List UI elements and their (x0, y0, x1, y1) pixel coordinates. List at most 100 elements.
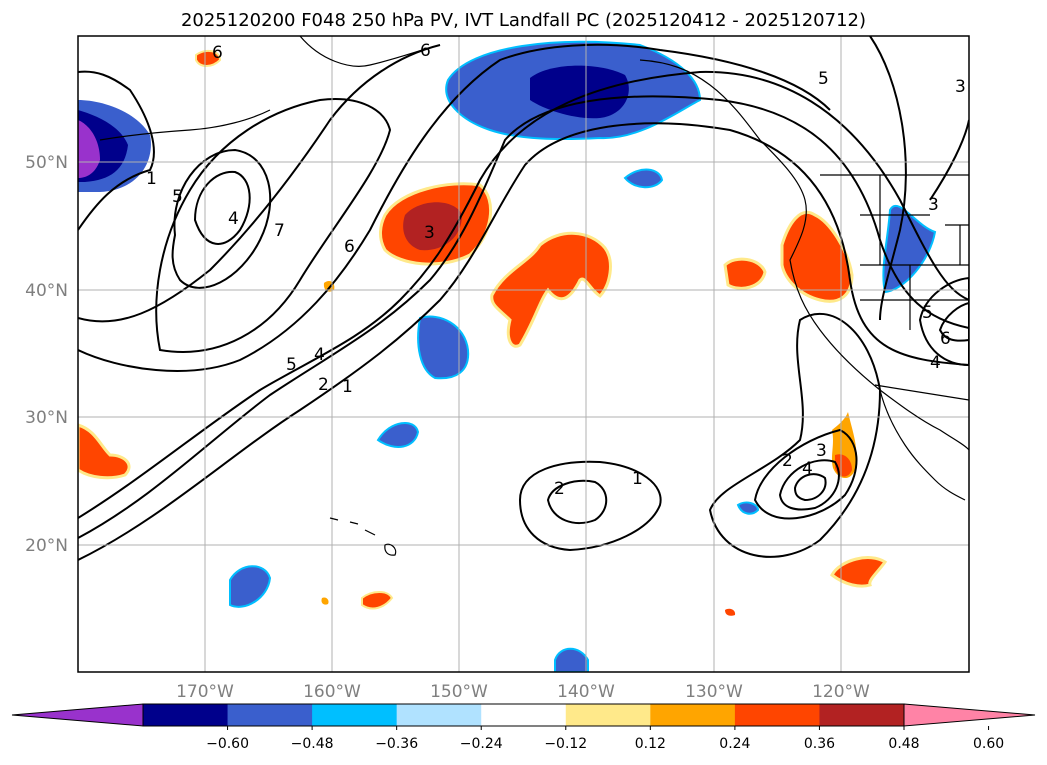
map-frame (77, 35, 970, 673)
lat-label: 20°N (25, 536, 68, 556)
colorbar-segment (565, 704, 651, 726)
lat-label: 40°N (25, 281, 68, 301)
anomaly-region (723, 257, 767, 290)
colorbar-segment (227, 704, 313, 726)
colorbar-min-extend (11, 703, 144, 727)
contour-label: 2 (782, 451, 793, 471)
colorbar-tick-label: −0.12 (544, 736, 587, 752)
lon-label: 170°W (176, 682, 234, 702)
contour-label: 5 (818, 69, 829, 89)
anomaly-region (736, 501, 760, 515)
contour-labels: 6 6 5 3 1 5 4 7 6 3 5 4 2 1 3 5 6 4 2 1 … (146, 41, 966, 499)
colorbar-tick-label: 0.24 (719, 736, 750, 752)
contour-line (78, 70, 155, 231)
colorbar-tick-label: −0.48 (291, 736, 334, 752)
hawaii-islands (329, 517, 397, 556)
contour-label: 6 (420, 41, 431, 61)
contour-label: 7 (274, 221, 285, 241)
contour-line (171, 148, 272, 289)
anomaly-region (554, 647, 589, 672)
latitude-labels: 50°N 40°N 30°N 20°N (25, 153, 68, 556)
graticule (78, 36, 969, 672)
contour-line (546, 480, 608, 525)
contour-label: 4 (930, 353, 941, 373)
anomaly-region (195, 49, 222, 67)
anomaly-region (78, 423, 131, 480)
contour-line (78, 44, 441, 323)
anomaly-region (321, 597, 329, 605)
colorbar-segment (819, 704, 905, 726)
lon-label: 120°W (812, 682, 870, 702)
anomaly-region (376, 422, 420, 448)
state-borders (860, 175, 969, 330)
contour-line (78, 43, 831, 372)
lon-label: 140°W (557, 682, 615, 702)
colorbar-tick-label: 0.12 (635, 736, 666, 752)
colorbar-tick-label: 0.48 (888, 736, 919, 752)
longitude-labels: 170°W 160°W 150°W 140°W 130°W 120°W (176, 682, 870, 702)
anomaly-region (623, 168, 664, 189)
map-title: 2025120200 F048 250 hPa PV, IVT Landfall… (180, 10, 867, 31)
negative-anomaly-regions (78, 40, 937, 672)
contour-label: 4 (802, 459, 813, 479)
colorbar-tick-label: −0.60 (206, 736, 249, 752)
contour-label: 6 (344, 237, 355, 257)
coastlines (99, 36, 969, 556)
contour-label: 1 (342, 377, 353, 397)
contour-line (929, 119, 969, 201)
lon-label: 160°W (303, 682, 361, 702)
contour-label: 1 (632, 469, 643, 489)
anomaly-region (780, 211, 854, 303)
baja-coastline (879, 389, 966, 501)
colorbar-segment (734, 704, 820, 726)
contour-label: 4 (228, 209, 239, 229)
lat-label: 30°N (25, 408, 68, 428)
contour-label: 3 (424, 223, 435, 243)
lat-label: 50°N (25, 153, 68, 173)
contour-line (193, 170, 251, 245)
contour-line (155, 98, 392, 353)
contour-label: 6 (212, 43, 223, 63)
positive-anomaly-regions (78, 49, 888, 616)
colorbar-frame (142, 703, 905, 727)
colorbar-max-extend (903, 703, 1036, 727)
contour-line (793, 473, 827, 502)
colorbar-tick-label: 0.36 (804, 736, 835, 752)
colorbar-segment (143, 704, 229, 726)
colorbar-segment (396, 704, 482, 726)
contour-label: 3 (928, 195, 939, 215)
lon-label: 130°W (685, 682, 743, 702)
colorbar-segment (481, 704, 567, 726)
contour-label: 6 (940, 329, 951, 349)
anomaly-region (78, 120, 100, 178)
contour-line (708, 312, 882, 558)
alaska-coastline (299, 36, 441, 67)
colorbar-tick-label: 0.60 (973, 736, 1004, 752)
map-area (78, 36, 969, 672)
contour-line (753, 428, 858, 520)
contour-label: 5 (922, 303, 933, 323)
colorbar-tick-label: −0.36 (375, 736, 418, 752)
anomaly-region (417, 315, 470, 380)
lon-label: 150°W (430, 682, 488, 702)
contour-label: 3 (955, 77, 966, 97)
contour-line (869, 36, 907, 321)
contour-line (78, 122, 969, 561)
aleutian-islands (99, 109, 271, 141)
contour-label: 4 (314, 345, 325, 365)
contour-label: 2 (318, 375, 329, 395)
anomaly-region (530, 65, 629, 119)
contour-line (938, 301, 969, 342)
contour-line (78, 95, 969, 539)
contour-label: 5 (172, 187, 183, 207)
north-america-coastline (639, 59, 969, 451)
contour-label: 2 (554, 479, 565, 499)
contour-label: 1 (146, 169, 157, 189)
anomaly-region (229, 565, 272, 608)
contour-line (778, 459, 840, 511)
anomaly-region (830, 556, 888, 588)
anomaly-region (361, 591, 394, 610)
anomaly-region (725, 608, 736, 616)
colorbar-tick-label: −0.24 (460, 736, 503, 752)
